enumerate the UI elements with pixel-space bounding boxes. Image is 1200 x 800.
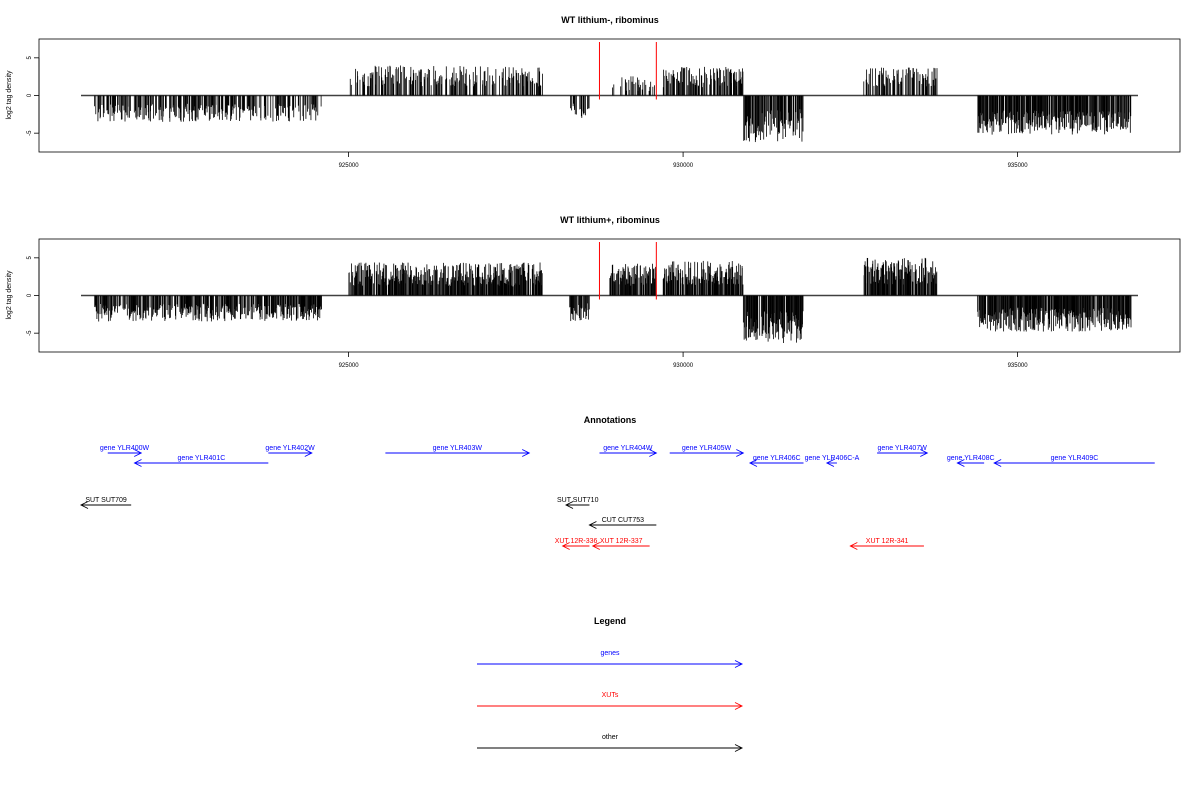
annotation-feature: gene YLR406C-A (805, 455, 860, 467)
panel-title: WT lithium-, ribominus (561, 15, 659, 25)
feature-label: gene YLR403W (433, 445, 483, 452)
arrow-head (134, 449, 143, 457)
arrow-head (956, 459, 965, 467)
panel-title: WT lithium+, ribominus (560, 215, 660, 225)
arrow-head (734, 744, 744, 752)
annotation-feature: gene YLR403W (385, 445, 531, 457)
y-tick-label: 0 (27, 293, 33, 297)
annotation-feature: gene YLR408C (947, 455, 995, 467)
annotation-feature: gene YLR404W (599, 445, 658, 457)
feature-label: gene YLR400W (100, 445, 150, 452)
arrow-head (849, 542, 858, 550)
track-panel-lithium-minus: WT lithium-, ribominus log2 tag density … (6, 15, 1181, 169)
annotation-features: gene YLR400W gene YLR401C gene YLR402W gene… (79, 445, 1155, 550)
x-axis: 925000 930000 935000 (339, 152, 1029, 169)
highlight-group (598, 242, 657, 300)
feature-label: gene YLR401C (178, 455, 226, 462)
feature-label: XUT 12R-336 (555, 538, 598, 545)
feature-label: gene YLR408C (947, 455, 995, 462)
arrow-head (522, 449, 531, 457)
x-tick-label: 925000 (339, 163, 360, 169)
feature-label: gene YLR404W (603, 445, 653, 452)
feature-label: SUT SUT709 (85, 497, 127, 504)
annotation-feature: XUT 12R-337 (591, 538, 650, 550)
annotation-feature: gene YLR405W (669, 445, 745, 457)
arrow-head (734, 660, 744, 668)
arrow-head (825, 459, 835, 467)
legend-item: XUTs (477, 692, 744, 710)
y-tick-label: -5 (27, 330, 33, 336)
legend-label: genes (600, 650, 620, 657)
annotation-feature: gene YLR407W (877, 445, 929, 457)
arrow-head (734, 702, 744, 710)
legend-item: other (477, 734, 744, 752)
feature-label: gene YLR406C (753, 455, 801, 462)
feature-label: gene YLR407W (878, 445, 928, 452)
x-tick-label: 925000 (339, 363, 360, 369)
arrow-head (920, 449, 929, 457)
legend-title: Legend (594, 616, 626, 626)
annotation-feature: gene YLR406C (748, 455, 804, 467)
x-tick-label: 930000 (673, 163, 694, 169)
y-tick-label: 5 (27, 256, 33, 260)
annotation-feature: gene YLR401C (133, 455, 269, 467)
bar-group (81, 257, 1138, 343)
y-axis: -5 0 5 (27, 256, 40, 336)
arrow-head (79, 501, 89, 509)
x-tick-label: 935000 (1008, 163, 1029, 169)
legend-panel: Legend genes XUTs other (477, 616, 744, 752)
y-tick-label: -5 (27, 130, 33, 136)
feature-label: SUT SUT710 (557, 497, 599, 504)
x-tick-label: 930000 (673, 363, 694, 369)
legend-label: XUTs (602, 692, 619, 699)
feature-label: XUT 12R-337 (600, 538, 643, 545)
highlight-group (598, 42, 657, 100)
annotation-feature: SUT SUT710 (557, 497, 599, 509)
annotation-feature: XUT 12R-336 (555, 538, 598, 550)
annotation-feature: CUT CUT753 (588, 517, 657, 529)
y-axis-label: log2 tag density (6, 270, 13, 320)
feature-label: gene YLR409C (1051, 455, 1099, 462)
annotation-feature: gene YLR409C (993, 455, 1155, 467)
arrow-head (588, 521, 597, 529)
arrow-head (565, 501, 574, 509)
bar-group (81, 65, 1138, 143)
arrow-head (591, 542, 600, 550)
feature-label: CUT CUT753 (602, 517, 644, 524)
x-tick-label: 935000 (1008, 363, 1029, 369)
annotations-title: Annotations (584, 415, 637, 425)
feature-label: XUT 12R-341 (866, 538, 909, 545)
legend-items: genes XUTs other (477, 650, 744, 752)
x-axis: 925000 930000 935000 (339, 352, 1029, 369)
arrow-head (993, 459, 1002, 467)
annotation-feature: SUT SUT709 (79, 497, 132, 509)
arrow-head (748, 459, 758, 467)
annotation-feature: XUT 12R-341 (849, 538, 924, 550)
arrow-head (133, 459, 142, 467)
arrow-head (649, 449, 658, 457)
y-axis-label: log2 tag density (6, 70, 13, 120)
feature-label: gene YLR406C-A (805, 455, 860, 462)
y-axis: -5 0 5 (27, 56, 40, 136)
feature-label: gene YLR402W (265, 445, 315, 452)
track-panel-lithium-plus: WT lithium+, ribominus log2 tag density … (6, 215, 1181, 369)
annotation-feature: gene YLR400W (100, 445, 150, 457)
annotation-feature: gene YLR402W (265, 445, 315, 457)
legend-item: genes (477, 650, 744, 668)
y-tick-label: 5 (27, 56, 33, 60)
arrow-head (561, 542, 570, 550)
legend-label: other (602, 734, 619, 741)
y-tick-label: 0 (27, 93, 33, 97)
arrow-head (304, 449, 313, 457)
arrow-head (736, 449, 745, 457)
feature-label: gene YLR405W (682, 445, 732, 452)
